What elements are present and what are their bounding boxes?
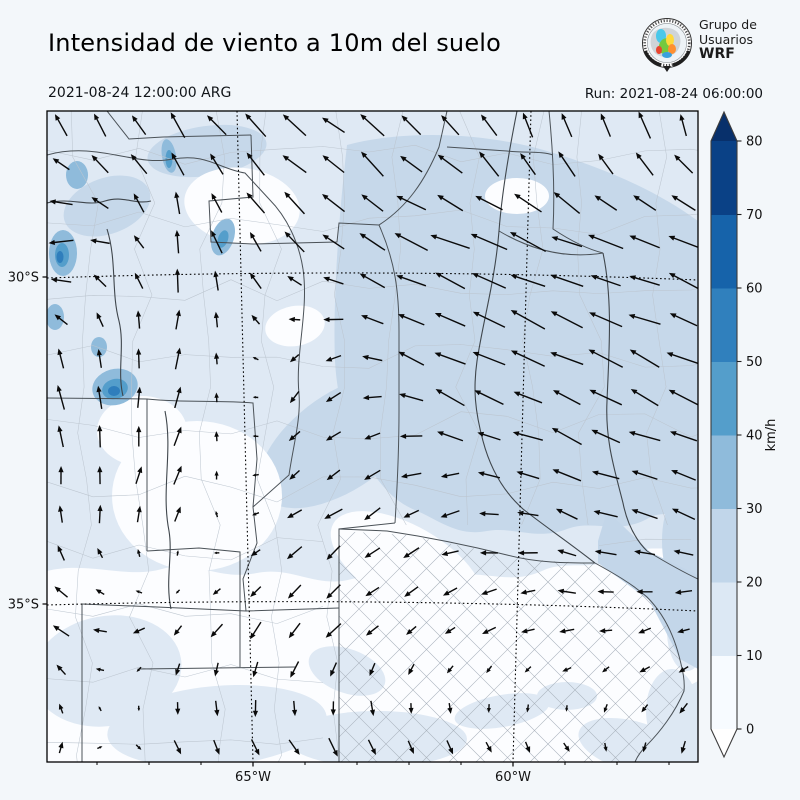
colorbar-tick-label: 60 — [746, 282, 763, 297]
wind-speed-blob — [47, 615, 182, 727]
province-border — [446, 146, 554, 156]
wind-speed-blob — [184, 167, 300, 245]
colorbar-bin — [711, 435, 737, 509]
wind-speed-blob — [537, 682, 597, 710]
colorbar-over-arrow — [711, 112, 737, 141]
logo-line-1: Grupo de — [699, 17, 757, 32]
lon-tick-label: 60°W — [495, 770, 531, 785]
wind-speed-shading — [334, 134, 698, 534]
river — [474, 111, 596, 564]
river — [106, 228, 124, 397]
lon-tick-label: 65°W — [235, 770, 271, 785]
colorbar: 0 10 20 30 40 50 60 70 80 km/h — [710, 110, 779, 759]
province-border — [594, 562, 685, 762]
province-border — [242, 268, 306, 612]
province-border — [548, 111, 604, 254]
river — [164, 410, 172, 610]
valid-time-label: 2021-08-24 12:00:00 ARG — [48, 85, 232, 101]
wind-speed-blob — [108, 386, 120, 396]
colorbar-bin — [711, 508, 737, 583]
wind-speed-blob — [47, 304, 64, 330]
province-border — [162, 134, 252, 138]
logo-text: Grupo de Usuarios WRF — [699, 17, 757, 62]
water-body — [598, 511, 698, 669]
colorbar-tick-label: 70 — [746, 208, 763, 223]
wind-speed-blob — [308, 646, 386, 696]
colorbar-bin — [711, 288, 737, 362]
colorbar-bin — [711, 141, 737, 215]
wrf-logo-icon — [642, 18, 692, 72]
graticule — [47, 111, 698, 762]
wind-speed-blob — [107, 685, 327, 762]
colorbar-tick-label: 80 — [746, 135, 763, 150]
lat-tick-label: 30°S — [8, 271, 39, 286]
wind-speed-blob — [265, 305, 325, 347]
province-border — [378, 224, 400, 524]
wind-speed-blob — [66, 161, 88, 189]
colorbar-tick-label: 10 — [746, 649, 763, 664]
wind-speed-blob — [259, 373, 425, 509]
province-border — [498, 230, 604, 256]
colorbar-bin — [711, 582, 737, 656]
province-border — [378, 111, 448, 226]
axis-labels: 30°S 35°S 65°W 60°W — [8, 271, 670, 785]
colorbar-tick-label: 30 — [746, 502, 763, 517]
river — [602, 252, 648, 552]
wind-speed-blob — [454, 693, 550, 729]
province-border — [47, 150, 304, 270]
logo-line-3: WRF — [699, 46, 735, 62]
wind-speed-blob — [56, 251, 64, 263]
colorbar-bin — [711, 214, 737, 289]
colorbar-bin — [711, 655, 737, 730]
page-title: Intensidad de viento a 10m del suelo — [48, 29, 502, 57]
lat-tick-label: 35°S — [8, 598, 39, 613]
run-time-label: Run: 2021-08-24 06:00:00 — [584, 86, 763, 102]
province-border — [208, 134, 254, 245]
wind-speed-blob — [97, 396, 187, 466]
province-border — [146, 398, 258, 508]
province-border — [338, 528, 596, 564]
logo-line-2: Usuarios — [699, 31, 754, 47]
colorbar-tick-label: 40 — [746, 429, 763, 444]
wind-arrows — [48, 111, 698, 757]
wind-speed-blob — [217, 230, 229, 248]
map-canvas — [47, 111, 698, 762]
wind-speed-blob — [63, 175, 151, 237]
colorbar-unit-label: km/h — [764, 419, 779, 452]
colorbar-tick-label: 20 — [746, 576, 763, 591]
colorbar-tick-label: 0 — [746, 723, 754, 738]
province-border — [146, 547, 241, 609]
wind-speed-blob — [287, 711, 467, 762]
province-border — [106, 111, 164, 140]
colorbar-bin — [711, 361, 737, 436]
map-frame — [46, 110, 699, 763]
colorbar-under-arrow — [711, 729, 737, 757]
wind-speed-blob — [91, 337, 107, 357]
province-border — [81, 603, 340, 612]
colorbar-tick-label: 50 — [746, 355, 763, 370]
